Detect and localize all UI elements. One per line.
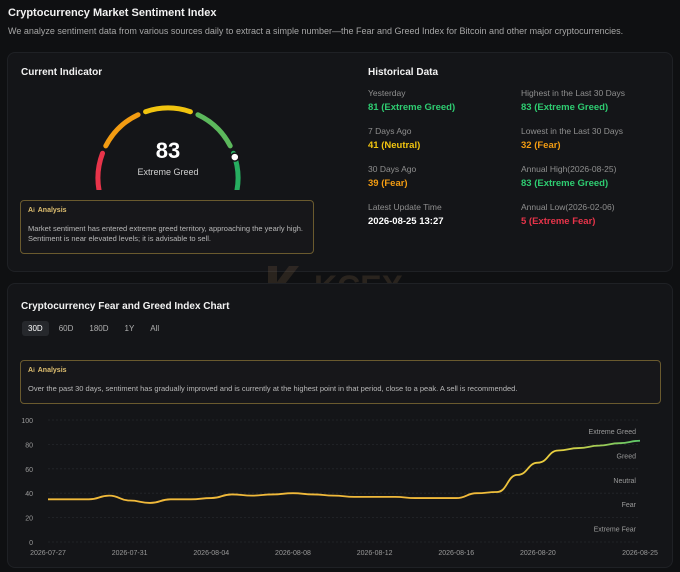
x-tick-label: 2026-07-27 bbox=[30, 550, 66, 557]
gauge-pointer bbox=[230, 152, 240, 162]
gauge-value: 83 bbox=[155, 138, 181, 163]
y-tick-label: 20 bbox=[25, 516, 33, 523]
chart-analysis-box: Ai Analysis Over the past 30 days, sentim… bbox=[20, 360, 661, 404]
y-tick-label: 100 bbox=[21, 418, 33, 425]
ai-icon: Ai bbox=[28, 207, 35, 214]
tab-180d[interactable]: 180D bbox=[89, 324, 109, 333]
historical-value: 41 (Neutral) bbox=[368, 140, 421, 151]
range-tabs: 30D 60D 180D 1Y All bbox=[22, 321, 165, 336]
historical-value: 5 (Extreme Fear) bbox=[521, 216, 596, 227]
x-tick-label: 2026-08-08 bbox=[275, 550, 311, 557]
sentiment-gauge bbox=[95, 105, 241, 190]
historical-value: 81 (Extreme Greed) bbox=[368, 102, 456, 113]
x-tick-label: 2026-08-25 bbox=[622, 550, 658, 557]
zone-label: Neutral bbox=[613, 478, 636, 485]
gauge-label: Extreme Greed bbox=[137, 167, 199, 177]
chart-card bbox=[7, 283, 673, 568]
sentiment-line bbox=[48, 439, 641, 504]
x-tick-label: 2026-08-04 bbox=[193, 550, 229, 557]
current-indicator-title: Current Indicator bbox=[21, 67, 103, 78]
historical-label: Yesterday bbox=[368, 88, 406, 98]
historical-value: 2026-08-25 13:27 bbox=[368, 216, 444, 227]
historical-label: 7 Days Ago bbox=[368, 126, 412, 136]
x-tick-label: 2026-08-16 bbox=[438, 550, 474, 557]
y-tick-label: 40 bbox=[25, 491, 33, 498]
zone-label: Extreme Greed bbox=[589, 429, 637, 436]
gauge-segment-neutral bbox=[143, 105, 193, 115]
ai-icon: Ai bbox=[28, 367, 35, 374]
tab-30d[interactable]: 30D bbox=[22, 321, 49, 336]
historical-value: 39 (Fear) bbox=[368, 178, 408, 189]
zone-label: Fear bbox=[622, 502, 637, 509]
page-description: We analyze sentiment data from various s… bbox=[8, 26, 624, 36]
historical-label: Annual Low(2026-02-06) bbox=[521, 202, 615, 212]
page-title: Cryptocurrency Market Sentiment Index bbox=[8, 7, 217, 19]
historical-data-title: Historical Data bbox=[368, 67, 439, 78]
historical-value: 83 (Extreme Greed) bbox=[521, 102, 609, 113]
tab-60d[interactable]: 60D bbox=[58, 324, 74, 333]
x-tick-label: 2026-07-31 bbox=[112, 550, 148, 557]
gauge-segment-greed bbox=[195, 112, 233, 149]
analysis-text: Market sentiment has entered extreme gre… bbox=[28, 224, 304, 243]
current-analysis-box: Ai Analysis Market sentiment has entered … bbox=[20, 200, 314, 254]
historical-label: 30 Days Ago bbox=[368, 164, 417, 174]
analysis-heading: Ai Analysis bbox=[28, 207, 67, 214]
zone-label: Extreme Fear bbox=[594, 527, 637, 534]
fear-greed-line-chart: 0 20 40 60 80 100 2026-07-27 2026-07-31 2026-08-… bbox=[21, 418, 658, 557]
x-tick-label: 2026-08-12 bbox=[357, 550, 393, 557]
y-tick-label: 0 bbox=[29, 540, 33, 547]
gauge-segment-extreme-fear bbox=[95, 150, 106, 190]
tab-all[interactable]: All bbox=[150, 324, 160, 333]
historical-value: 83 (Extreme Greed) bbox=[521, 178, 609, 189]
chart-analysis-heading: Ai Analysis bbox=[28, 367, 67, 374]
y-tick-label: 80 bbox=[25, 442, 33, 449]
y-tick-label: 60 bbox=[25, 467, 33, 474]
historical-label: Highest in the Last 30 Days bbox=[521, 88, 625, 98]
historical-label: Annual High(2026-08-25) bbox=[521, 164, 617, 174]
tab-1y[interactable]: 1Y bbox=[124, 324, 135, 333]
gauge-segment-fear bbox=[103, 112, 141, 149]
zone-label: Greed bbox=[617, 453, 637, 460]
chart-section-title: Cryptocurrency Fear and Greed Index Char… bbox=[21, 301, 230, 312]
historical-value: 32 (Fear) bbox=[521, 140, 561, 151]
chart-analysis-text: Over the past 30 days, sentiment has gra… bbox=[28, 384, 518, 393]
x-tick-label: 2026-08-20 bbox=[520, 550, 556, 557]
historical-label: Latest Update Time bbox=[368, 202, 442, 212]
historical-label: Lowest in the Last 30 Days bbox=[521, 126, 624, 136]
